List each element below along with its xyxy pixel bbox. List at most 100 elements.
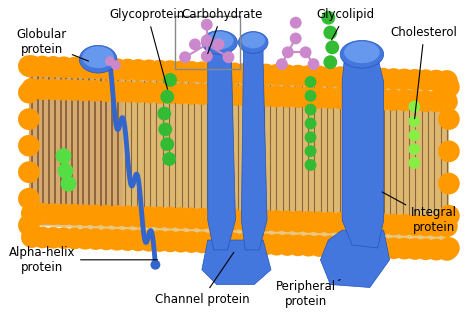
Circle shape [266, 234, 288, 256]
Text: Globular
protein: Globular protein [17, 29, 88, 61]
Ellipse shape [344, 41, 380, 63]
Circle shape [415, 69, 437, 91]
Circle shape [415, 215, 437, 237]
Circle shape [191, 231, 213, 253]
Circle shape [159, 230, 181, 252]
Circle shape [53, 204, 75, 225]
Circle shape [158, 107, 171, 120]
Circle shape [74, 80, 96, 101]
Circle shape [361, 237, 383, 258]
Circle shape [234, 209, 255, 231]
Circle shape [408, 129, 420, 141]
Circle shape [322, 11, 335, 25]
Circle shape [290, 17, 302, 29]
Circle shape [351, 237, 373, 258]
Circle shape [330, 212, 351, 234]
Circle shape [106, 58, 128, 80]
Circle shape [276, 234, 298, 256]
Circle shape [18, 108, 40, 130]
Polygon shape [123, 74, 449, 225]
Ellipse shape [206, 31, 234, 49]
Circle shape [201, 19, 213, 30]
Circle shape [18, 135, 40, 157]
Circle shape [127, 59, 149, 81]
Circle shape [282, 46, 294, 58]
Circle shape [287, 86, 309, 108]
Circle shape [127, 81, 149, 103]
Circle shape [298, 87, 319, 108]
Circle shape [361, 67, 383, 89]
Circle shape [436, 91, 458, 113]
Circle shape [53, 227, 75, 249]
Circle shape [162, 152, 176, 166]
Circle shape [438, 237, 460, 259]
Circle shape [212, 232, 234, 254]
Circle shape [425, 91, 447, 112]
Circle shape [21, 55, 43, 77]
Circle shape [436, 70, 458, 92]
Circle shape [266, 210, 288, 232]
Circle shape [63, 228, 85, 249]
Circle shape [351, 67, 373, 89]
Circle shape [106, 81, 128, 102]
Circle shape [138, 206, 160, 228]
Circle shape [340, 213, 362, 234]
Circle shape [425, 215, 447, 237]
Circle shape [202, 208, 224, 230]
Circle shape [63, 57, 85, 79]
Circle shape [340, 236, 362, 258]
Text: Alpha-helix
protein: Alpha-helix protein [9, 246, 158, 274]
Circle shape [63, 204, 85, 226]
Circle shape [111, 60, 121, 70]
Ellipse shape [238, 31, 268, 53]
Circle shape [255, 210, 277, 231]
Ellipse shape [241, 32, 265, 48]
Circle shape [372, 213, 394, 235]
Circle shape [138, 82, 160, 103]
Circle shape [202, 232, 224, 254]
Circle shape [159, 60, 181, 82]
Text: Integral
protein: Integral protein [382, 192, 457, 234]
Circle shape [330, 66, 351, 88]
Circle shape [438, 141, 460, 162]
Circle shape [149, 60, 170, 82]
Circle shape [74, 204, 96, 226]
Circle shape [394, 90, 415, 111]
Circle shape [330, 88, 351, 109]
Circle shape [85, 57, 106, 79]
Ellipse shape [340, 40, 384, 68]
Circle shape [436, 215, 458, 237]
Circle shape [18, 214, 40, 236]
Circle shape [305, 104, 316, 116]
Circle shape [42, 79, 64, 100]
Circle shape [223, 63, 245, 84]
Circle shape [408, 143, 420, 155]
Circle shape [255, 233, 277, 255]
Circle shape [234, 84, 255, 106]
Circle shape [372, 237, 394, 259]
Circle shape [305, 159, 316, 171]
Circle shape [223, 232, 245, 254]
Circle shape [319, 66, 341, 88]
Text: Cholesterol: Cholesterol [391, 26, 457, 119]
Circle shape [287, 211, 309, 232]
Circle shape [212, 84, 234, 106]
Circle shape [305, 76, 316, 88]
Circle shape [106, 205, 128, 227]
Circle shape [234, 233, 255, 255]
Circle shape [42, 56, 64, 78]
Circle shape [21, 203, 43, 224]
Circle shape [438, 205, 460, 227]
Circle shape [404, 90, 426, 112]
Circle shape [18, 188, 40, 210]
Text: Glycoprotein: Glycoprotein [110, 8, 185, 89]
Polygon shape [241, 44, 267, 250]
Circle shape [408, 157, 420, 169]
Circle shape [106, 229, 128, 251]
Circle shape [266, 64, 288, 86]
Ellipse shape [79, 45, 117, 73]
Polygon shape [208, 44, 236, 250]
Circle shape [138, 59, 160, 81]
Circle shape [234, 63, 255, 85]
Circle shape [160, 90, 174, 104]
